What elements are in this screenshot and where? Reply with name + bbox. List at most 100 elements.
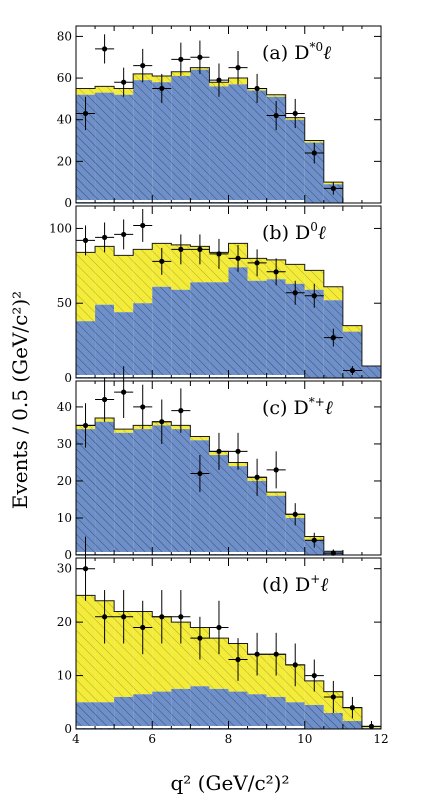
- blue-bar: [266, 495, 286, 555]
- blue-bar: [190, 282, 210, 378]
- data-point: [311, 672, 317, 679]
- blue-bar: [228, 267, 248, 378]
- blue-bar: [76, 429, 96, 555]
- data-point: [159, 419, 165, 425]
- data-point: [140, 404, 146, 410]
- data-point: [235, 448, 241, 454]
- panel-label-main: (d) D: [262, 574, 310, 596]
- panel-label: (b) D0ℓ: [262, 220, 326, 244]
- data-point: [101, 396, 108, 403]
- data-point: [311, 537, 317, 543]
- blue-bar: [114, 312, 134, 378]
- data-point: [368, 723, 375, 729]
- blue-bar: [190, 69, 210, 204]
- blue-bar: [342, 720, 362, 729]
- yellow-bar: [133, 249, 153, 304]
- y-tick-label: 100: [49, 221, 72, 235]
- blue-bar: [266, 96, 286, 203]
- data-point: [292, 110, 298, 117]
- blue-bar: [209, 282, 229, 378]
- blue-bar: [342, 331, 362, 378]
- blue-bar: [228, 84, 248, 203]
- panel-label-superscript: +: [310, 572, 320, 586]
- blue-bar: [285, 119, 305, 203]
- data-point: [197, 246, 203, 252]
- blue-bar: [95, 304, 115, 378]
- y-tick-label: 30: [57, 437, 72, 451]
- blue-bar: [247, 480, 267, 555]
- data-point: [254, 474, 260, 480]
- data-point: [159, 85, 165, 92]
- blue-bar: [190, 686, 210, 729]
- data-point: [121, 79, 127, 85]
- panel-label-main: (a) D: [262, 42, 309, 64]
- data-point: [82, 566, 89, 572]
- blue-bar: [76, 94, 96, 203]
- y-tick-label: 20: [57, 154, 72, 168]
- yellow-bar: [76, 252, 96, 322]
- blue-bar: [171, 688, 191, 729]
- yellow-bar: [171, 622, 191, 689]
- data-point: [273, 269, 279, 275]
- blue-bar: [133, 694, 153, 729]
- data-point: [197, 635, 203, 641]
- y-tick-label: 60: [57, 71, 72, 85]
- blue-bar: [95, 421, 115, 555]
- data-point: [101, 46, 108, 52]
- data-point: [330, 550, 336, 556]
- blue-bar: [209, 86, 229, 203]
- data-point: [349, 705, 356, 711]
- y-tick-label: 0: [64, 722, 72, 736]
- data-point: [121, 614, 127, 620]
- blue-bar: [114, 696, 134, 729]
- y-tick-label: 30: [57, 562, 72, 576]
- data-point: [159, 258, 165, 264]
- y-tick-label: 40: [57, 113, 72, 127]
- data-point: [349, 367, 356, 374]
- x-tick-label: 12: [373, 732, 388, 746]
- data-point: [330, 694, 336, 700]
- yellow-bar: [304, 680, 324, 705]
- data-point: [235, 656, 241, 663]
- yellow-bar: [304, 140, 324, 143]
- blue-bar: [95, 702, 115, 729]
- blue-bar: [228, 691, 248, 729]
- histogram-outline: [75, 417, 344, 555]
- panel-label: (c) D*+ℓ: [262, 395, 333, 419]
- y-tick-label: 0: [64, 371, 72, 385]
- blue-bar: [95, 92, 115, 203]
- data-point: [273, 467, 279, 473]
- blue-bar: [323, 712, 343, 729]
- y-tick-label: 20: [57, 474, 72, 488]
- panel-c: 0 10 20 30 40 (c) D*+ℓ: [57, 366, 382, 562]
- data-point: [82, 422, 89, 429]
- data-point: [178, 614, 184, 620]
- data-point: [292, 511, 298, 517]
- blue-bar: [171, 75, 191, 203]
- data-point: [330, 185, 336, 192]
- yellow-bar: [342, 325, 362, 332]
- blue-bar: [285, 517, 305, 555]
- yellow-bar: [95, 246, 115, 305]
- yellow-bar: [190, 436, 210, 441]
- data-point: [235, 255, 241, 261]
- x-axis-title: q² (GeV/c²)²: [170, 771, 289, 795]
- data-point: [101, 234, 108, 241]
- data-point: [140, 624, 146, 631]
- data-point: [311, 150, 317, 156]
- data-point: [178, 56, 184, 62]
- data-point: [82, 237, 89, 243]
- yellow-bar: [114, 611, 134, 697]
- panel-label-lepton: ℓ: [323, 42, 331, 64]
- blue-bar: [152, 286, 172, 378]
- data-point: [216, 448, 222, 454]
- yellow-bar: [95, 600, 115, 703]
- panel-label: (d) D+ℓ: [262, 572, 328, 596]
- data-point: [273, 651, 279, 657]
- y-axis-title: Events / 0.5 (GeV/c²)²: [8, 291, 32, 509]
- blue-bar: [152, 691, 172, 729]
- data-point: [140, 222, 146, 229]
- blue-bar: [266, 279, 286, 378]
- data-point: [82, 110, 89, 117]
